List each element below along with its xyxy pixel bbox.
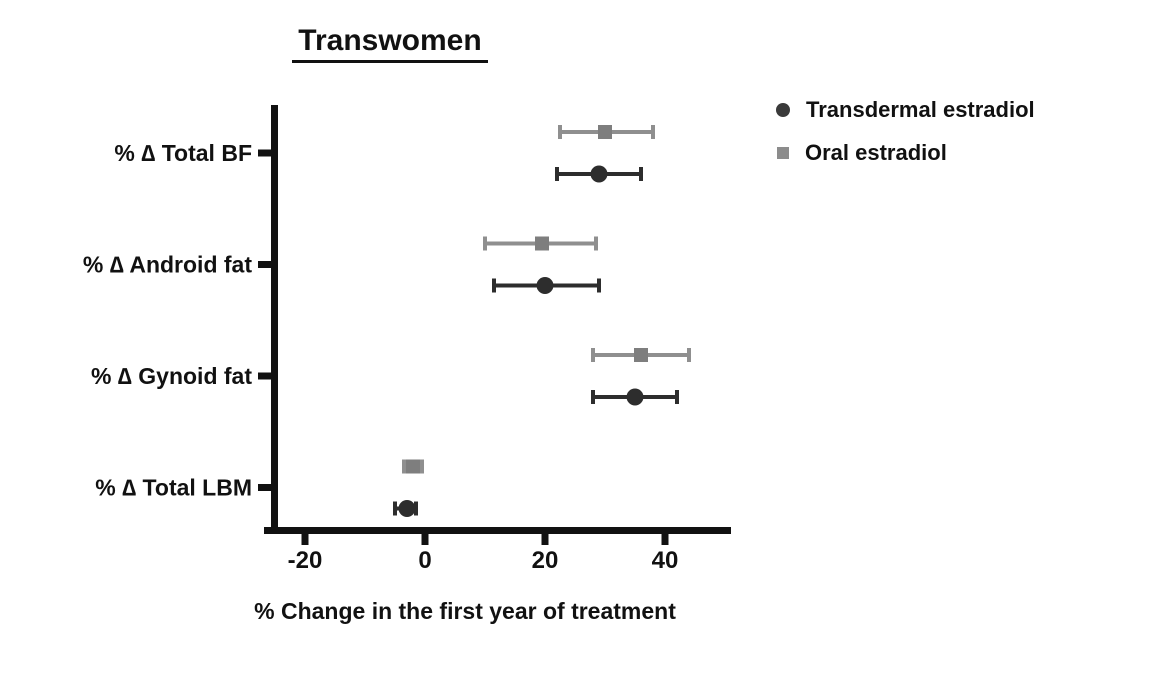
error-bar-cap bbox=[558, 125, 562, 139]
data-point-marker bbox=[398, 500, 416, 517]
data-point-marker bbox=[626, 388, 644, 406]
legend-label-oral: Oral estradiol bbox=[805, 139, 947, 165]
square-marker-icon bbox=[777, 146, 789, 159]
x-tick-label: 40 bbox=[652, 547, 679, 574]
x-tick bbox=[541, 534, 549, 545]
x-axis-spine bbox=[264, 527, 731, 534]
error-bar-cap bbox=[420, 459, 424, 474]
legend-item-oral: Oral estradiol bbox=[776, 131, 1035, 174]
category-label: % ∆ Android fat bbox=[83, 252, 252, 278]
data-point-marker bbox=[535, 236, 549, 251]
x-tick-label: 0 bbox=[418, 547, 431, 574]
legend-label-transdermal: Transdermal estradiol bbox=[806, 96, 1035, 122]
error-bar-cap bbox=[675, 390, 679, 404]
error-bar-cap bbox=[687, 348, 691, 362]
data-point-marker bbox=[634, 348, 648, 362]
error-bar-cap bbox=[555, 167, 559, 181]
error-bar-cap bbox=[651, 125, 655, 139]
category-tick bbox=[258, 261, 271, 268]
error-bar-cap bbox=[393, 501, 397, 516]
category-label: % ∆ Total LBM bbox=[95, 475, 252, 501]
category-label: % ∆ Gynoid fat bbox=[91, 363, 252, 389]
legend: Transdermal estradiol Oral estradiol bbox=[776, 88, 1035, 174]
error-bar-cap bbox=[594, 236, 598, 251]
chart-title-text: Transwomen bbox=[292, 24, 488, 63]
legend-item-transdermal: Transdermal estradiol bbox=[776, 88, 1035, 131]
x-tick-label: 20 bbox=[532, 547, 559, 574]
error-bar-cap bbox=[639, 167, 643, 181]
x-tick bbox=[421, 534, 429, 545]
data-point-marker bbox=[536, 277, 554, 294]
error-bar-cap bbox=[591, 390, 595, 404]
circle-marker-icon bbox=[776, 102, 790, 117]
chart-title: Transwomen bbox=[260, 24, 520, 63]
category-tick bbox=[258, 372, 271, 380]
data-point-marker bbox=[590, 165, 608, 183]
error-bar-cap bbox=[492, 278, 496, 293]
error-bar-cap bbox=[483, 236, 487, 251]
y-axis-spine bbox=[271, 105, 278, 534]
data-point-marker bbox=[598, 125, 612, 139]
x-tick bbox=[661, 534, 669, 545]
x-tick-label: -20 bbox=[288, 547, 323, 574]
x-axis-label: % Change in the first year of treatment bbox=[254, 598, 676, 624]
category-tick bbox=[258, 149, 271, 157]
error-bar-cap bbox=[414, 501, 418, 516]
category-label: % ∆ Total BF bbox=[114, 140, 252, 166]
category-tick bbox=[258, 484, 271, 491]
error-bar-cap bbox=[402, 459, 406, 474]
data-point-marker bbox=[406, 459, 420, 474]
error-bar-cap bbox=[597, 278, 601, 293]
error-bar-cap bbox=[591, 348, 595, 362]
x-tick bbox=[301, 534, 309, 545]
